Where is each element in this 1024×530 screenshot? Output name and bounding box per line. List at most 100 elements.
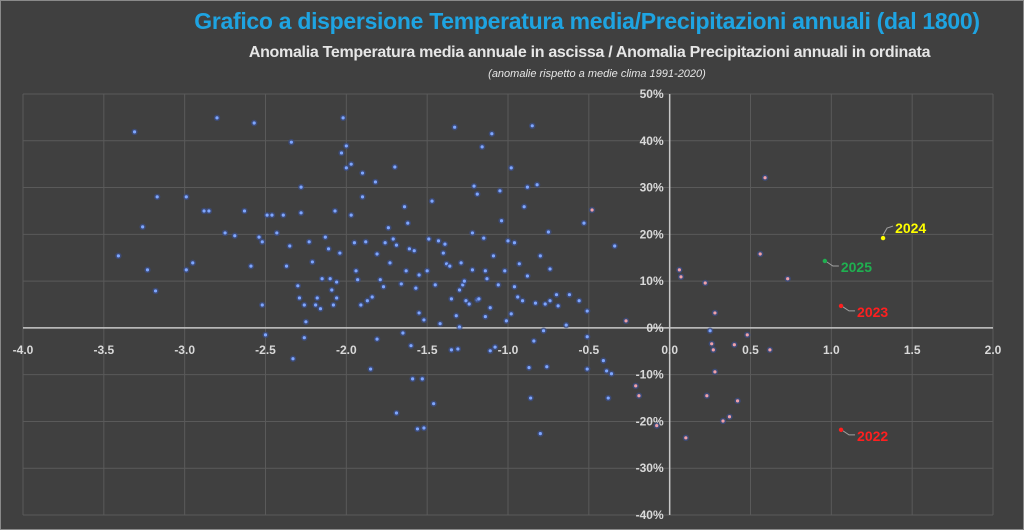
data-point (314, 303, 318, 307)
data-point (318, 307, 323, 311)
data-point (436, 239, 441, 243)
data-point (349, 162, 353, 166)
data-point (711, 348, 715, 352)
data-point (529, 396, 533, 400)
data-point (727, 415, 732, 419)
chart-title: Grafico a dispersione Temperatura media/… (194, 8, 980, 34)
y-tick-label: -40% (636, 508, 664, 522)
data-point (525, 185, 530, 189)
data-point (530, 124, 534, 128)
data-point (763, 176, 767, 180)
data-point (464, 299, 468, 303)
chart-subtitle: Anomalia Temperatura media annuale in as… (248, 44, 931, 61)
data-point (417, 273, 421, 277)
data-point (456, 347, 460, 351)
data-point (333, 209, 337, 213)
data-point (527, 366, 531, 370)
data-point (509, 166, 513, 170)
data-point (605, 369, 609, 373)
data-point (360, 171, 365, 175)
data-point (370, 295, 374, 299)
data-point (394, 243, 399, 247)
data-point (191, 261, 195, 265)
data-point (260, 303, 264, 307)
data-point (786, 277, 790, 281)
data-point (556, 304, 560, 308)
data-point (393, 165, 397, 169)
data-point (480, 145, 484, 149)
data-point (430, 199, 434, 203)
data-point (257, 235, 261, 239)
data-point (404, 269, 408, 273)
data-point (386, 226, 390, 230)
data-point (457, 288, 462, 292)
data-point (485, 277, 489, 281)
data-point (477, 297, 481, 301)
y-tick-label: -10% (636, 368, 664, 382)
data-point (535, 183, 539, 187)
data-point (412, 249, 416, 253)
data-point (425, 269, 429, 273)
data-point (414, 286, 418, 290)
data-point (326, 247, 331, 251)
data-point (341, 116, 345, 120)
y-tick-label: 10% (640, 274, 664, 288)
data-point (498, 189, 502, 193)
data-point (223, 231, 227, 235)
data-point (299, 185, 303, 189)
data-point (275, 231, 279, 235)
data-point (745, 333, 749, 337)
data-point (538, 254, 542, 258)
data-point (233, 234, 237, 238)
data-point (533, 301, 538, 305)
data-point (299, 211, 303, 215)
data-point (284, 264, 289, 268)
data-point (364, 240, 368, 244)
data-point (296, 284, 300, 288)
data-point (467, 302, 471, 306)
data-point (132, 130, 137, 134)
data-point (417, 311, 421, 315)
data-point (472, 184, 476, 188)
data-point (249, 264, 253, 268)
data-point (297, 296, 302, 300)
data-point (155, 195, 159, 199)
data-point (281, 213, 285, 217)
data-point (462, 279, 466, 283)
data-point (394, 411, 399, 415)
data-point (427, 237, 431, 241)
data-point (365, 299, 369, 303)
y-tick-label: 20% (640, 227, 664, 241)
data-point (310, 260, 314, 264)
data-point (260, 240, 264, 244)
data-point (459, 261, 463, 265)
data-point (354, 269, 358, 273)
x-tick-label: -3.0 (174, 343, 195, 357)
data-point (349, 213, 353, 217)
data-point (411, 377, 415, 381)
year-label-2022: 2022 (857, 428, 888, 444)
y-tick-label: 50% (640, 87, 664, 101)
highlight-point-2024 (880, 235, 886, 241)
data-point (330, 288, 334, 292)
data-point (433, 283, 437, 287)
data-point (320, 277, 324, 281)
data-point (352, 241, 357, 245)
y-tick-label: 40% (640, 134, 664, 148)
data-point (215, 116, 219, 120)
data-point (453, 125, 457, 129)
data-point (407, 247, 411, 251)
data-point (420, 377, 424, 381)
data-point (378, 278, 382, 282)
data-point (585, 335, 589, 339)
data-point (449, 297, 454, 301)
data-point (356, 278, 360, 282)
highlight-point-2022 (838, 427, 844, 433)
label-leader-line (882, 225, 894, 236)
x-tick-label: 0.0 (661, 343, 678, 357)
data-point (758, 252, 762, 256)
data-point (401, 331, 405, 335)
data-point (207, 209, 211, 213)
